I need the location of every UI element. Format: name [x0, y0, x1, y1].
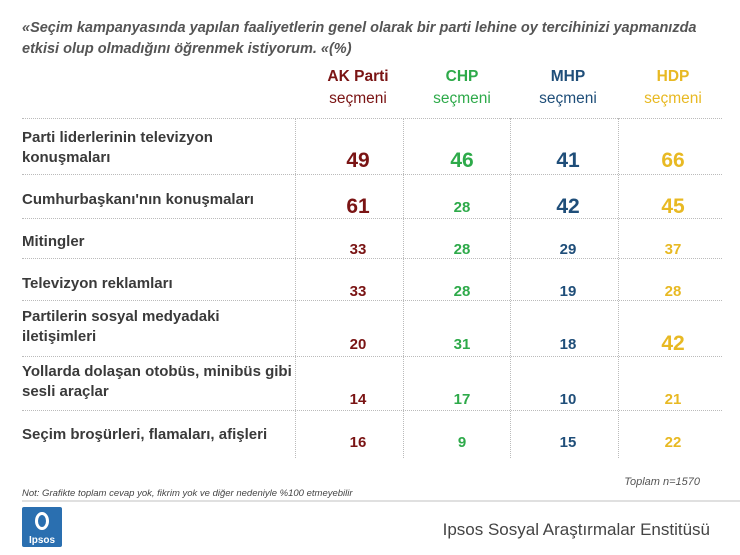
- value-cell-hdp: 45: [661, 195, 685, 218]
- value-cell-chp: 46: [450, 149, 474, 172]
- row-divider: [22, 218, 722, 219]
- question-text: «Seçim kampanyasında yapılan faaliyetler…: [22, 20, 697, 57]
- ipsos-logo: Ipsos: [22, 507, 62, 547]
- value-cell-hdp: 37: [664, 241, 682, 258]
- row-divider: [22, 118, 722, 119]
- value-cell-akp: 33: [349, 241, 367, 258]
- value-cell-chp: 31: [453, 336, 471, 353]
- value-cell-chp: 28: [453, 199, 471, 216]
- ipsos-logo-text: Ipsos: [28, 535, 56, 546]
- value-cell-hdp: 28: [664, 283, 682, 300]
- column-divider: [510, 118, 511, 458]
- column-header-subtitle: seçmeni: [644, 90, 702, 107]
- value-cell-hdp: 21: [664, 391, 682, 408]
- column-header-chp: CHP seçmeni: [412, 66, 512, 110]
- row-label: Yollarda dolaşan otobüs, minibüs gibi se…: [22, 363, 292, 400]
- value-cell-akp: 20: [349, 336, 367, 353]
- column-header-subtitle: seçmeni: [329, 90, 387, 107]
- column-divider: [618, 118, 619, 458]
- value-cell-akp: 14: [349, 391, 367, 408]
- column-header-party: MHP: [550, 68, 586, 85]
- value-cell-chp: 17: [453, 391, 471, 408]
- column-header-party: AK Parti: [327, 68, 389, 85]
- column-header-hdp: HDP seçmeni: [623, 66, 723, 110]
- value-cell-chp: 28: [453, 241, 471, 258]
- ipsos-logo-icon: [35, 512, 49, 530]
- column-header-subtitle: seçmeni: [539, 90, 597, 107]
- value-cell-mhp: 41: [556, 149, 580, 172]
- row-label: Seçim broşürleri, flamaları, afişleri: [22, 426, 268, 443]
- footnote: Not: Grafikte toplam cevap yok, fikrim y…: [22, 488, 353, 499]
- value-cell-mhp: 18: [559, 336, 577, 353]
- row-label: Mitingler: [22, 233, 85, 250]
- value-cell-akp: 16: [349, 434, 367, 451]
- value-cell-mhp: 29: [559, 241, 577, 258]
- column-header-party: CHP: [445, 68, 479, 85]
- institute-name: Ipsos Sosyal Araştırmalar Enstitüsü: [442, 520, 710, 539]
- column-header-subtitle: seçmeni: [433, 90, 491, 107]
- row-divider: [22, 258, 722, 259]
- column-divider: [295, 118, 296, 458]
- row-divider: [22, 356, 722, 357]
- row-label: Parti liderlerinin televizyon konuşmalar…: [22, 129, 213, 166]
- value-cell-mhp: 10: [559, 391, 577, 408]
- row-divider: [22, 410, 722, 411]
- value-cell-hdp: 42: [661, 332, 685, 355]
- value-cell-akp: 49: [346, 149, 370, 172]
- value-cell-chp: 9: [457, 434, 467, 451]
- column-divider: [403, 118, 404, 458]
- value-cell-mhp: 19: [559, 283, 577, 300]
- value-cell-akp: 33: [349, 283, 367, 300]
- column-header-akp: AK Parti seçmeni: [308, 66, 408, 110]
- row-divider: [22, 174, 722, 175]
- value-cell-mhp: 15: [559, 434, 577, 451]
- value-cell-hdp: 66: [661, 149, 685, 172]
- row-label: Televizyon reklamları: [22, 275, 173, 292]
- row-label: Cumhurbaşkanı'nın konuşmaları: [22, 191, 254, 208]
- column-header-mhp: MHP seçmeni: [518, 66, 618, 110]
- sample-size: Toplam n=1570: [624, 476, 700, 488]
- footer-divider: [22, 500, 740, 502]
- column-header-party: HDP: [656, 68, 690, 85]
- value-cell-hdp: 22: [664, 434, 682, 451]
- value-cell-mhp: 42: [556, 195, 580, 218]
- value-cell-akp: 61: [346, 195, 370, 218]
- value-cell-chp: 28: [453, 283, 471, 300]
- row-label: Partilerin sosyal medyadaki iletişimleri: [22, 308, 220, 345]
- row-divider: [22, 300, 722, 301]
